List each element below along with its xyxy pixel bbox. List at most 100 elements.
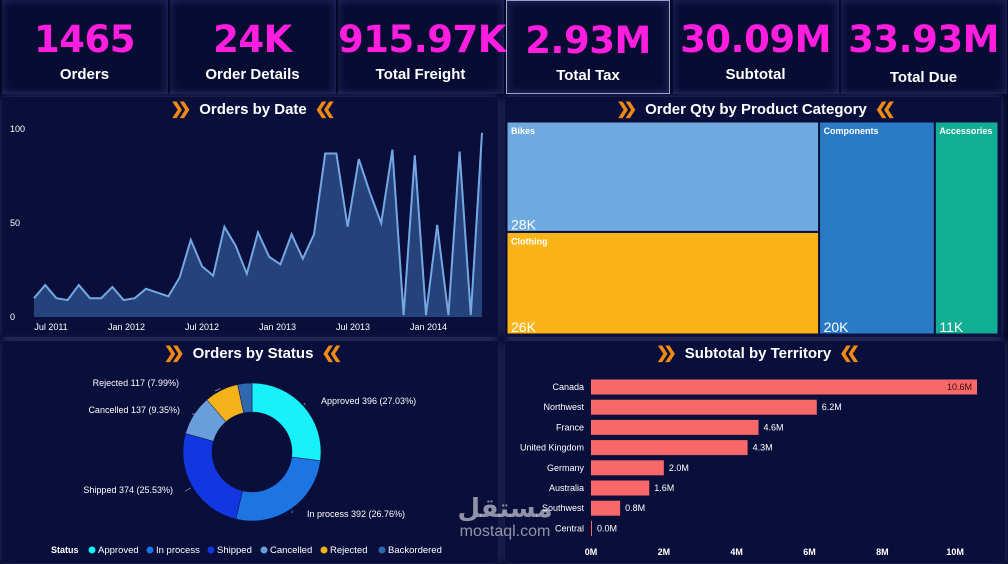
panel-title: ❯❯ Order Qty by Product Category ❮❮ <box>505 99 1001 119</box>
kpi-value: 30.09M <box>680 18 831 61</box>
legend-label: Rejected <box>330 545 368 556</box>
kpi-label: Total Tax <box>556 67 620 84</box>
tile-value-label: 11K <box>939 319 964 335</box>
legend-swatch <box>378 546 386 554</box>
bar-value-label: 4.3M <box>753 443 773 453</box>
watermark-site: mostaql.com <box>459 523 551 540</box>
kpi-value: 1465 <box>34 18 135 61</box>
y-tick-label: 0 <box>10 312 15 322</box>
territory-bar <box>591 399 817 415</box>
territory-bar <box>591 419 759 435</box>
territory-bar <box>591 520 592 536</box>
donut-slice <box>182 433 243 520</box>
x-tick-label: 8M <box>876 547 889 557</box>
kpi-total-freight[interactable]: 915.97K Total Freight <box>338 0 506 94</box>
territory-bar <box>591 379 977 395</box>
tile-category-label: Accessories <box>939 126 992 136</box>
territory-label: Northwest <box>543 402 584 412</box>
tile-value-label: 20K <box>824 319 850 335</box>
panel-title: ❯❯ Orders by Status ❮❮ <box>2 343 498 363</box>
orders-by-status-title: Orders by Status <box>192 344 314 362</box>
bar-value-label: 1.6M <box>654 483 674 493</box>
leader-line <box>214 388 221 392</box>
kpi-value: 2.93M <box>525 19 651 62</box>
bar-value-label: 10.6M <box>947 382 972 392</box>
tile-value-label: 28K <box>511 216 537 232</box>
kpi-label: Orders <box>59 66 110 83</box>
legend-swatch <box>146 546 154 554</box>
bar-value-label: 6.2M <box>822 402 842 412</box>
legend-swatch <box>320 546 328 554</box>
area-fill <box>34 132 482 317</box>
kpi-order-details[interactable]: 24K Order Details <box>170 0 336 94</box>
kpi-value: 33.93M <box>848 18 999 61</box>
legend-label: Shipped <box>217 545 252 556</box>
legend-swatch <box>207 546 215 554</box>
x-tick-label: Jan 2013 <box>259 322 296 332</box>
treemap-tile <box>819 121 935 335</box>
territory-label: United Kingdom <box>520 443 584 453</box>
tile-category-label: Clothing <box>511 236 548 246</box>
kpi-total-tax[interactable]: 2.93M Total Tax <box>506 0 670 94</box>
leader-line <box>303 402 306 406</box>
category-treemap[interactable]: Bikes 28K Clothing 26K Components 20K Accessor… <box>505 97 1001 337</box>
slice-label: Approved 396 (27.03%) <box>321 396 416 406</box>
watermark: مستقل mostaql.com <box>440 495 570 541</box>
y-tick-label: 100 <box>10 124 25 134</box>
subtotal-by-territory-panel[interactable]: ❯❯ Subtotal by Territory ❮❮ Canada 10.6M N… <box>505 341 1005 563</box>
slice-label: Cancelled 137 (9.35%) <box>88 405 180 415</box>
x-tick-label: Jul 2012 <box>185 322 219 332</box>
territory-label: Central <box>555 523 584 533</box>
kpi-label: Total Freight <box>375 66 466 83</box>
x-tick-label: Jul 2011 <box>34 322 67 332</box>
orders-by-status-panel[interactable]: ❯❯ Orders by Status ❮❮ Approved 396 (27.… <box>2 341 498 563</box>
territory-bar <box>591 500 621 516</box>
x-tick-label: Jan 2012 <box>108 322 145 332</box>
territory-label: Canada <box>552 382 584 392</box>
qty-by-category-panel[interactable]: ❯❯ Order Qty by Product Category ❮❮ Bike… <box>505 97 1001 337</box>
y-tick-label: 50 <box>10 218 20 228</box>
slice-label: In process 392 (26.76%) <box>307 509 405 519</box>
kpi-label: Total Due <box>889 69 958 86</box>
kpi-orders[interactable]: 1465 Orders <box>2 0 168 94</box>
subtotal-by-territory-title: Subtotal by Territory <box>684 344 832 362</box>
treemap-tile <box>506 121 820 232</box>
treemap-tile <box>934 121 999 335</box>
slice-label: Rejected 117 (7.99%) <box>93 378 179 388</box>
tile-value-label: 26K <box>511 319 537 335</box>
legend-swatch <box>88 546 96 554</box>
kpi-total-due[interactable]: 33.93M Total Due <box>841 0 1007 94</box>
legend-label: Backordered <box>388 545 442 556</box>
kpi-label: Order Details <box>205 66 300 83</box>
kpi-value: 24K <box>213 18 292 61</box>
orders-by-date-chart[interactable]: 0 50 100 Jul 2011 Jan 2012 Jul 2012 Jan 2013 Ju… <box>2 97 498 337</box>
tile-category-label: Components <box>824 126 879 136</box>
territory-bar <box>591 440 748 456</box>
bar-value-label: 4.6M <box>764 422 784 432</box>
legend-label: In process <box>156 545 200 556</box>
territory-label: Germany <box>547 463 585 473</box>
treemap-tile <box>506 231 820 335</box>
territory-bar <box>591 460 664 476</box>
slice-label: Shipped 374 (25.53%) <box>83 485 173 495</box>
legend-label: Cancelled <box>270 545 312 556</box>
x-tick-label: Jul 2013 <box>336 322 370 332</box>
territory-label: Australia <box>549 483 584 493</box>
status-donut-chart[interactable]: Approved 396 (27.03%) In process 392 (26.… <box>2 341 498 563</box>
legend-title: Status <box>51 545 79 555</box>
x-tick-label: 0M <box>585 547 598 557</box>
territory-label: Southwest <box>542 503 585 513</box>
orders-by-date-title: Orders by Date <box>199 100 307 118</box>
territory-bar <box>591 480 650 496</box>
kpi-subtotal[interactable]: 30.09M Subtotal <box>673 0 839 94</box>
donut-slice <box>237 382 253 414</box>
donut-slice <box>251 382 322 462</box>
legend-label: Approved <box>98 545 139 556</box>
territory-bar-chart[interactable]: Canada 10.6M Northwest 6.2M France 4.6M United… <box>505 341 1005 563</box>
orders-by-date-panel[interactable]: ❯❯ Orders by Date ❮❮ 0 50 100 Jul 2011 Jan 2… <box>2 97 498 337</box>
bar-value-label: 0.0M <box>597 523 617 533</box>
legend-swatch <box>260 546 268 554</box>
bar-value-label: 2.0M <box>669 463 689 473</box>
watermark-brand: مستقل <box>457 494 553 524</box>
x-tick-label: Jan 2014 <box>410 322 447 332</box>
